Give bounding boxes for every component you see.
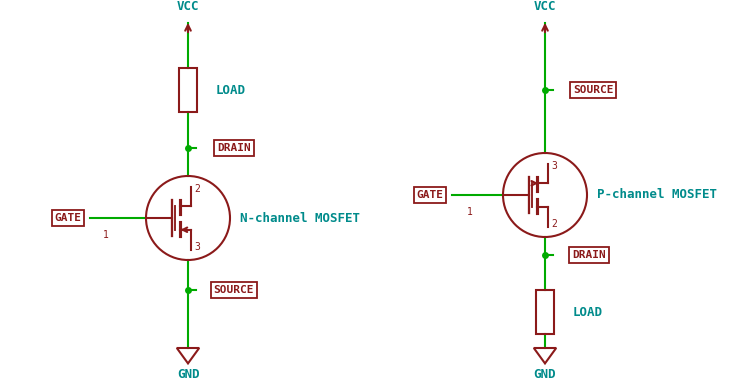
Text: VCC: VCC (177, 0, 200, 13)
Text: SOURCE: SOURCE (573, 85, 614, 95)
Text: VCC: VCC (534, 0, 556, 13)
Text: SOURCE: SOURCE (214, 285, 254, 295)
Text: GND: GND (177, 368, 200, 381)
Text: P-channel MOSFET: P-channel MOSFET (597, 188, 717, 201)
Text: N-channel MOSFET: N-channel MOSFET (240, 212, 360, 224)
Text: DRAIN: DRAIN (217, 143, 250, 153)
Text: GATE: GATE (416, 190, 443, 200)
Text: 1: 1 (467, 207, 473, 217)
Text: 2: 2 (194, 184, 200, 194)
Text: GND: GND (534, 368, 556, 381)
Text: LOAD: LOAD (216, 84, 246, 97)
Text: GATE: GATE (55, 213, 82, 223)
Text: 2: 2 (551, 219, 556, 229)
Bar (179, 68, 197, 112)
Text: 1: 1 (103, 230, 109, 240)
Text: DRAIN: DRAIN (572, 250, 606, 260)
Text: 3: 3 (551, 161, 556, 171)
Text: 3: 3 (194, 242, 200, 252)
Text: LOAD: LOAD (573, 305, 603, 319)
Bar (536, 290, 554, 334)
